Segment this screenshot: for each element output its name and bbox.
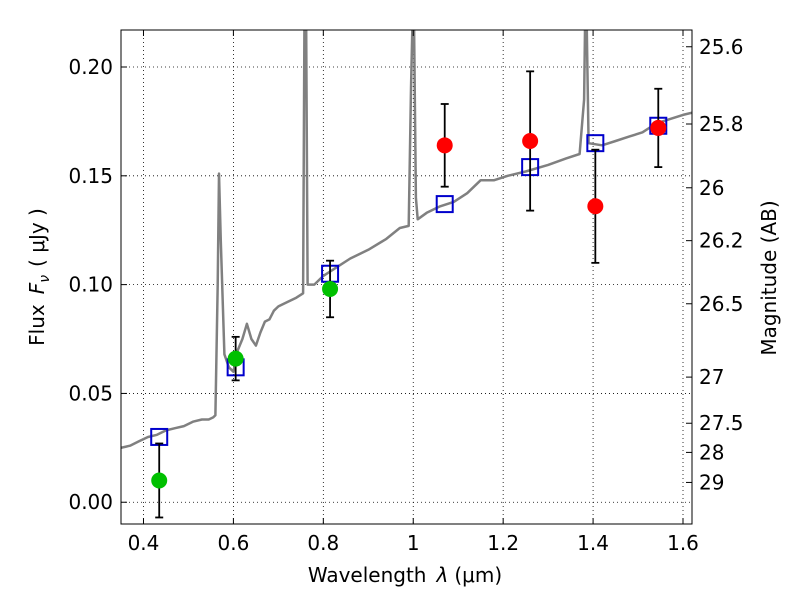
photometry-point — [587, 198, 604, 215]
photometry-point — [522, 132, 539, 149]
plot-frame — [120, 29, 693, 525]
x-tick-label: 1.2 — [487, 531, 519, 555]
grid-layer — [121, 30, 692, 524]
y2-tick-label: 27 — [699, 365, 724, 389]
y-tick-label: 0.05 — [68, 381, 113, 405]
spectrum-line — [121, 30, 692, 450]
y-axis-label: FluxFν( μJy ) — [25, 208, 53, 346]
y2-tick-label: 26.2 — [699, 229, 744, 253]
y-tick-label: 0.10 — [68, 273, 113, 297]
y2-tick-label: 29 — [699, 470, 724, 494]
y-tick-label: 0.15 — [68, 164, 113, 188]
model-flux-square — [435, 195, 454, 214]
y-tick-label: 0.20 — [68, 55, 113, 79]
y2-tick-label: 25.8 — [699, 112, 744, 136]
photometry-point — [151, 472, 168, 489]
y2-tick-label: 26.5 — [699, 292, 744, 316]
y-tick-label: 0.00 — [68, 490, 113, 514]
x-tick-label: 1.4 — [577, 531, 609, 555]
y2-tick-label: 28 — [699, 440, 724, 464]
photometry-point — [436, 137, 453, 154]
x-tick-label: 0.6 — [217, 531, 249, 555]
y2-tick-label: 26 — [699, 176, 724, 200]
photometry-point — [227, 350, 244, 367]
photometry-point — [650, 119, 667, 136]
plot-layer — [121, 30, 692, 519]
y2-axis-label: Magnitude (AB) — [757, 200, 781, 355]
tick-layer: 0.4 0.6 0.8 1 1.2 1.4 1.6 0.00 0.05 0.10 0.15 0.20 2… — [68, 30, 744, 555]
x-tick-label: 1.6 — [667, 531, 699, 555]
y2-tick-label: 25.6 — [699, 35, 744, 59]
x-tick-label: 0.4 — [128, 531, 160, 555]
x-axis-label: Wavelength λ (μm) — [308, 563, 502, 587]
x-tick-label: 0.8 — [307, 531, 339, 555]
photometry-point — [322, 280, 339, 297]
y2-tick-label: 27.5 — [699, 411, 744, 435]
x-tick-label: 1 — [407, 531, 420, 555]
